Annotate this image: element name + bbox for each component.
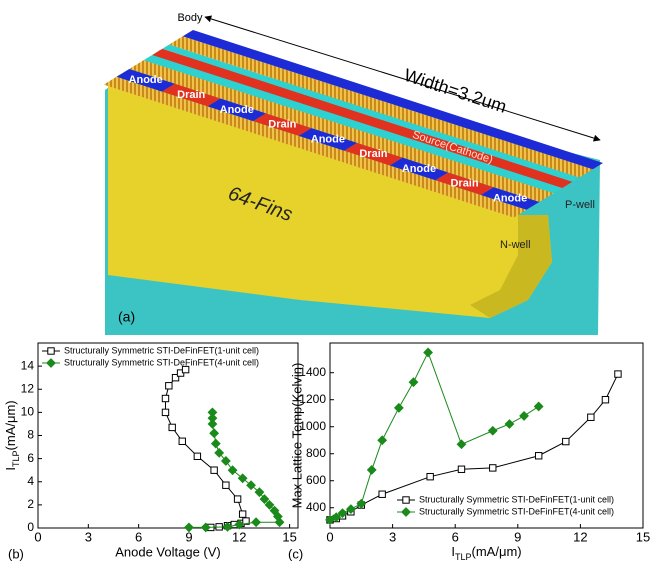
data-point: [457, 440, 465, 448]
y-axis-label: ITLP(mA/μm): [3, 400, 21, 470]
y-tick-label: 8: [27, 428, 34, 442]
legend-label: Structurally Symmetric STI-DeFinFET(1-un…: [64, 345, 259, 355]
data-point: [489, 427, 497, 435]
x-tick-label: 3: [85, 529, 92, 544]
legend-marker: [48, 348, 54, 354]
body-label: Body: [177, 12, 203, 24]
data-point: [223, 482, 229, 488]
region-label: Anode: [311, 133, 345, 145]
x-tick-label: 3: [389, 529, 396, 544]
data-point: [424, 348, 432, 356]
y-tick-label: 6: [27, 451, 34, 465]
y-axis-label-part: TLP: [11, 450, 21, 467]
data-point: [368, 466, 376, 474]
legend-label: Structurally Symmetric STI-DeFinFET(1-un…: [419, 494, 614, 504]
data-point: [208, 408, 216, 416]
figure: Body Width=3.2um 64-Fins P-well N-well (…: [0, 0, 654, 565]
panel-label: (b): [8, 546, 24, 561]
y-tick-label: 4: [27, 474, 34, 488]
data-point: [520, 412, 528, 420]
x-axis-label: ITLP(mA/μm): [451, 544, 521, 562]
legend-marker: [403, 497, 409, 503]
data-point: [588, 414, 594, 420]
data-point: [534, 402, 542, 410]
data-point: [458, 466, 464, 472]
y-tick-label: 2: [27, 497, 34, 511]
x-tick-label: 6: [452, 529, 459, 544]
data-point: [427, 473, 433, 479]
data-point: [409, 378, 417, 386]
data-point: [211, 467, 217, 473]
legend-marker: [402, 508, 410, 516]
device-rendering: Body Width=3.2um 64-Fins P-well N-well (…: [104, 12, 603, 335]
x-tick-label: 12: [573, 529, 587, 544]
panel-label: (a): [118, 309, 135, 325]
x-axis-label-part: TLP: [455, 552, 472, 562]
data-point: [166, 383, 172, 389]
data-point: [615, 371, 621, 377]
data-point: [490, 465, 496, 471]
x-tick-label: 15: [636, 529, 650, 544]
p-well-label: P-well: [565, 199, 595, 211]
data-point: [179, 438, 185, 444]
panel-label: (c): [288, 546, 303, 561]
x-tick-label: 6: [135, 529, 142, 544]
region-label: Anode: [220, 104, 254, 116]
data-point: [535, 453, 541, 459]
y-tick-label: 12: [21, 381, 35, 395]
region-label: Drain: [359, 148, 387, 160]
data-point: [252, 518, 260, 526]
y-axis-label: Max Lattice Temp(Kelvin): [289, 363, 304, 509]
y-tick-label: 0: [27, 520, 34, 534]
region-label: Anode: [493, 192, 527, 204]
x-tick-label: 15: [282, 529, 296, 544]
data-point: [239, 511, 245, 517]
y-tick-label: 400: [306, 500, 326, 514]
data-point: [395, 404, 403, 412]
y-tick-label: 600: [306, 473, 326, 487]
plot-frame: [38, 343, 298, 528]
region-label: Anode: [129, 74, 163, 86]
data-point: [212, 439, 220, 447]
y-axis-label-part: (mA/μm): [3, 400, 18, 450]
data-point: [378, 436, 386, 444]
legend-label: Structurally Symmetric STI-DeFinFET(4-un…: [419, 506, 614, 516]
n-well-label: N-well: [500, 239, 531, 251]
y-tick-label: 14: [21, 358, 35, 372]
region-label: Drain: [450, 178, 478, 190]
y-tick-label: 800: [306, 446, 326, 460]
region-label: Drain: [177, 89, 205, 101]
x-tick-label: 0: [34, 529, 41, 544]
x-axis-label: Anode Voltage (V): [115, 544, 221, 559]
data-point: [169, 424, 175, 430]
data-point: [194, 453, 200, 459]
data-point: [379, 491, 385, 497]
x-tick-label: 0: [326, 529, 333, 544]
series-line: [165, 370, 246, 528]
legend-label: Structurally Symmetric STI-DeFinFET(4-un…: [64, 357, 259, 367]
data-point: [162, 395, 168, 401]
data-point: [563, 438, 569, 444]
legend-marker: [47, 359, 55, 367]
x-tick-label: 9: [514, 529, 521, 544]
data-point: [162, 409, 168, 415]
data-point: [602, 397, 608, 403]
region-label: Anode: [402, 163, 436, 175]
x-axis-label-part: (mA/μm): [472, 544, 522, 559]
data-point: [505, 420, 513, 428]
y-tick-label: 10: [21, 405, 35, 419]
data-point: [234, 496, 240, 502]
x-tick-label: 12: [232, 529, 246, 544]
region-label: Drain: [268, 119, 296, 131]
data-point: [210, 429, 218, 437]
